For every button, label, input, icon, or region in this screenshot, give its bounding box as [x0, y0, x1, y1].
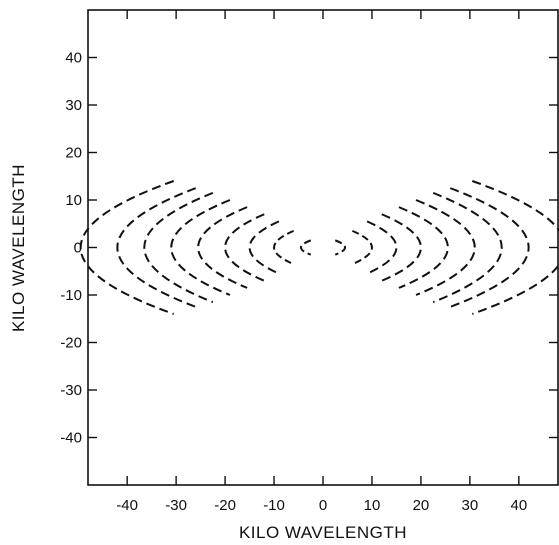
uv-track-left: [170, 199, 231, 296]
uv-track-left: [79, 180, 175, 315]
plot-frame: [87, 9, 559, 486]
uv-track-right: [415, 199, 476, 296]
uv-track-right: [398, 206, 449, 289]
y-tick-label: -30: [60, 382, 82, 399]
x-tick-label: 30: [462, 497, 479, 514]
uv-track-right: [334, 239, 347, 256]
uv-track-right: [381, 213, 422, 282]
y-tick-labels: -40 -30 -20 -10 0 10 20 30 40: [60, 50, 82, 447]
x-tick-label: -30: [165, 497, 187, 514]
y-tick-label: 10: [65, 192, 82, 209]
x-axis-label: KILO WAVELENGTH: [239, 523, 407, 542]
axis-ticks: [88, 10, 558, 485]
x-tick-label: -10: [263, 497, 285, 514]
x-tick-label: 40: [510, 497, 527, 514]
y-axis-label: KILO WAVELENGTH: [9, 164, 28, 332]
y-tick-label: -10: [60, 287, 82, 304]
uv-track-left: [197, 206, 248, 289]
uv-track-right: [471, 180, 559, 315]
x-tick-label: 20: [413, 497, 430, 514]
uv-track-left: [299, 239, 312, 256]
y-tick-label: 40: [65, 50, 82, 67]
x-tick-label: -20: [214, 497, 236, 514]
uv-track-left: [224, 213, 265, 282]
uv-track-right: [351, 229, 373, 266]
y-tick-label: -40: [60, 430, 82, 447]
uv-track-left: [143, 191, 214, 304]
x-tick-label: -40: [116, 497, 138, 514]
y-tick-label: -20: [60, 335, 82, 352]
uv-track-left: [116, 187, 197, 308]
x-tick-label: 0: [319, 497, 327, 514]
uv-track-right: [449, 187, 530, 308]
uv-track-right: [432, 191, 503, 304]
x-tick-labels: -40 -30 -20 -10 0 10 20 30 40: [116, 497, 527, 514]
uv-track-left: [273, 229, 295, 266]
y-tick-label: 30: [65, 97, 82, 114]
y-tick-label: 0: [74, 240, 82, 257]
x-tick-label: 10: [364, 497, 381, 514]
uv-tracks: [79, 180, 559, 315]
y-tick-label: 20: [65, 145, 82, 162]
